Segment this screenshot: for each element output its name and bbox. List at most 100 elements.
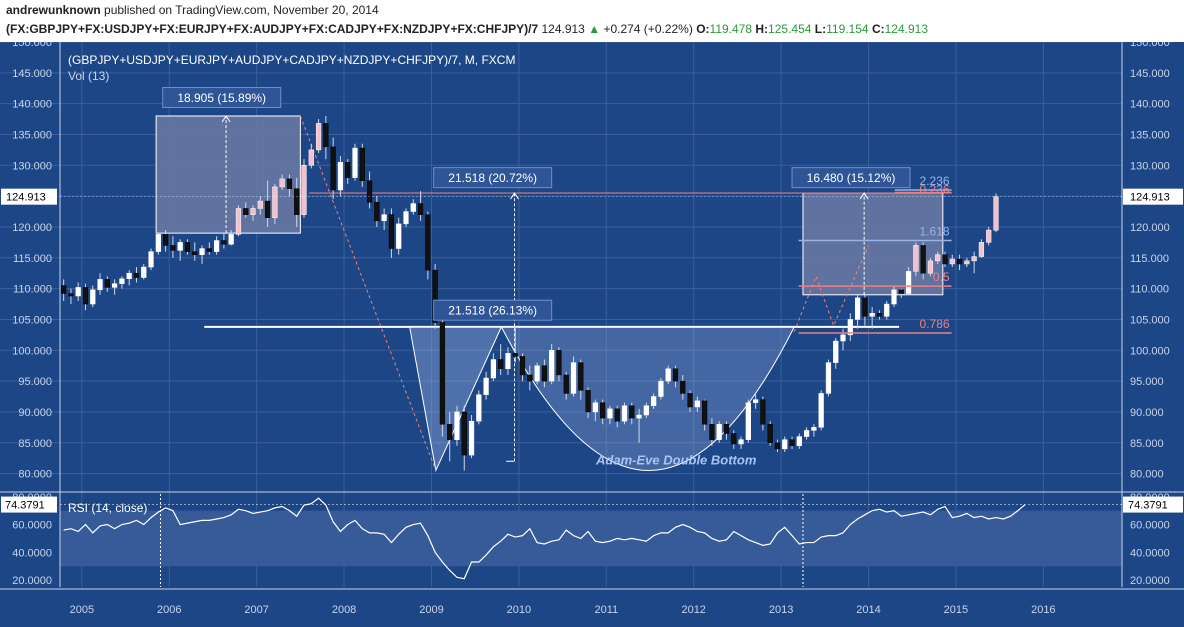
candle xyxy=(745,402,751,440)
measure-label-box xyxy=(433,299,553,321)
price-chart[interactable]: 18.905 (15.89%) 21.518 (20.72%) 21.518 (26… xyxy=(0,42,1184,627)
candle xyxy=(199,248,205,255)
candle xyxy=(753,399,759,403)
candle xyxy=(986,229,992,243)
candle xyxy=(658,380,664,397)
candle xyxy=(731,433,737,445)
price-tick-label-left: 130.000 xyxy=(12,160,52,172)
candle xyxy=(818,393,824,428)
candle xyxy=(825,362,832,394)
candle xyxy=(192,251,198,255)
candle xyxy=(920,245,926,274)
high-label: H: xyxy=(755,22,769,36)
candle xyxy=(163,234,169,246)
year-tick-label: 2011 xyxy=(594,604,618,616)
chart-title: (GBPJPY+USDJPY+EURJPY+AUDJPY+CADJPY+NZDJ… xyxy=(68,53,515,67)
projection-line xyxy=(793,245,869,332)
candle xyxy=(956,258,963,265)
pattern-label: Adam-Eve Double Bottom xyxy=(595,452,757,467)
candle xyxy=(264,200,271,218)
candle xyxy=(476,394,482,422)
candle xyxy=(104,279,110,288)
price-tick-label-left: 135.000 xyxy=(12,129,52,141)
candle xyxy=(294,188,300,215)
candle xyxy=(425,214,431,271)
candle xyxy=(119,278,125,284)
candle xyxy=(396,223,402,249)
adam-bottom xyxy=(409,326,503,473)
candle xyxy=(993,196,999,231)
candle xyxy=(927,260,934,274)
author-name[interactable]: andrewunknown xyxy=(6,3,101,17)
candle xyxy=(840,334,846,342)
rsi-tick-label-left: 40.0000 xyxy=(12,547,52,559)
price-tick-label-left: 85.000 xyxy=(18,438,52,450)
year-tick-label: 2005 xyxy=(70,604,94,616)
candle xyxy=(345,161,351,178)
candle xyxy=(643,405,649,416)
price-tick-label: 85.000 xyxy=(1130,438,1164,450)
candle xyxy=(505,353,511,370)
candle xyxy=(498,359,504,370)
candle xyxy=(891,289,897,305)
candle xyxy=(213,240,220,252)
symbol-name: (FX:GBPJPY+FX:USDJPY+FX:EURJPY+FX:AUDJPY… xyxy=(6,22,539,36)
candle xyxy=(767,424,773,444)
candle xyxy=(578,362,584,391)
candle xyxy=(301,165,307,215)
price-tick-label-left: 115.000 xyxy=(13,253,52,265)
candle xyxy=(221,240,227,245)
price-tick-label-left: 80.000 xyxy=(18,469,52,481)
high-value: 125.454 xyxy=(768,22,812,36)
candle xyxy=(869,313,875,317)
candle xyxy=(112,283,118,288)
candle xyxy=(388,214,395,249)
arrow-head-icon xyxy=(510,192,519,200)
candle xyxy=(272,186,278,218)
candle xyxy=(432,269,438,323)
rsi-band xyxy=(60,510,1122,567)
candle xyxy=(315,123,322,151)
candle xyxy=(483,377,489,395)
candle xyxy=(803,430,810,437)
candle xyxy=(184,242,191,252)
year-tick-label: 2006 xyxy=(157,604,181,616)
price-tick-label: 100.000 xyxy=(1130,345,1170,357)
candle xyxy=(447,424,453,440)
chart-header: andrewunknown published on TradingView.c… xyxy=(0,0,1184,42)
measure-label: 21.518 (26.13%) xyxy=(448,304,537,318)
candle xyxy=(374,202,380,222)
candle xyxy=(694,400,700,408)
candle xyxy=(228,234,234,245)
candle xyxy=(964,260,970,265)
year-tick-label: 2014 xyxy=(856,604,880,616)
candle xyxy=(352,147,358,178)
year-tick-label: 2008 xyxy=(332,604,356,616)
year-tick-label: 2016 xyxy=(1031,604,1055,616)
last-price: 124.913 xyxy=(541,22,585,36)
candle xyxy=(257,200,263,209)
price-tick-label: 115.000 xyxy=(1130,253,1169,265)
candle xyxy=(949,258,955,265)
candle xyxy=(672,368,679,382)
price-tick-label-left: 95.000 xyxy=(18,376,52,388)
price-tick-label-left: 100.000 xyxy=(12,345,52,357)
year-tick-label: 2012 xyxy=(681,604,705,616)
close-label: C: xyxy=(871,22,885,36)
candle xyxy=(519,356,526,376)
symbol-line: (FX:GBPJPY+FX:USDJPY+FX:EURJPY+FX:AUDJPY… xyxy=(6,22,928,36)
measure-label: 18.905 (15.89%) xyxy=(177,91,266,105)
candle xyxy=(854,297,861,320)
rsi-tick-label: 20.0000 xyxy=(1130,575,1170,587)
candle xyxy=(82,287,89,305)
candle xyxy=(243,208,249,215)
candle xyxy=(629,405,635,419)
candle xyxy=(279,178,285,188)
candle xyxy=(410,203,416,212)
candle xyxy=(235,208,242,235)
price-tick-label: 140.000 xyxy=(1130,99,1170,111)
candle xyxy=(570,362,577,394)
candle xyxy=(381,214,387,222)
candle xyxy=(454,411,460,440)
measure-box xyxy=(802,192,944,296)
